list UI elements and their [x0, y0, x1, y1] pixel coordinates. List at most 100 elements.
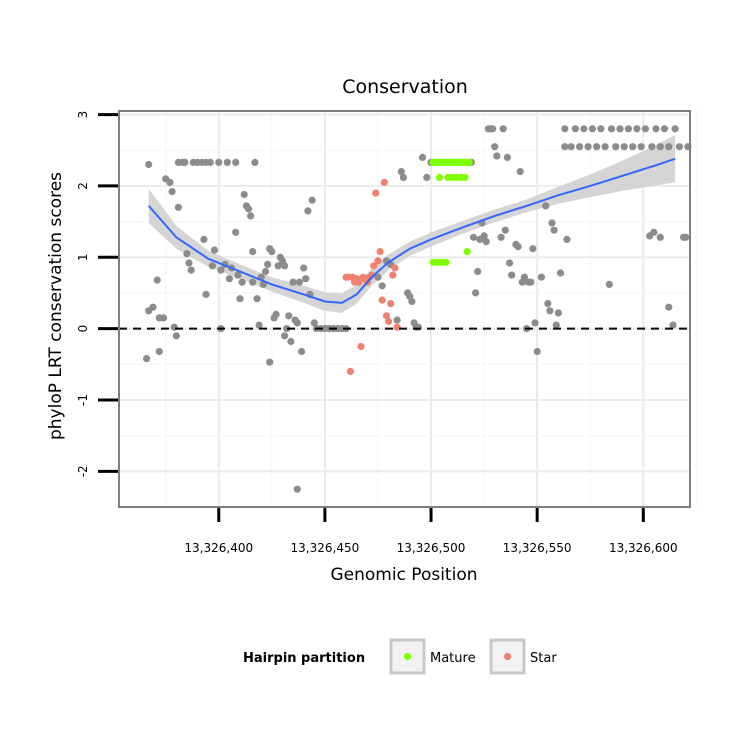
point-other	[155, 347, 163, 356]
point-other	[601, 143, 609, 151]
point-star	[391, 264, 399, 272]
point-other	[616, 125, 624, 133]
point-other	[215, 158, 223, 166]
point-other	[298, 347, 306, 356]
point-other	[624, 125, 633, 133]
y-tick-label: 1	[76, 253, 90, 261]
point-other	[531, 319, 539, 327]
point-other	[682, 233, 690, 241]
point-other	[289, 278, 297, 286]
point-star	[370, 262, 378, 270]
point-other	[374, 273, 382, 281]
point-star	[378, 296, 386, 304]
point-other	[300, 264, 308, 272]
point-other	[249, 278, 257, 286]
legend-label-mature: Mature	[430, 651, 476, 666]
point-other	[172, 332, 180, 340]
point-other	[480, 232, 488, 240]
point-star	[387, 300, 395, 308]
smooth-line-layer	[147, 157, 676, 304]
point-other	[310, 319, 318, 327]
point-other	[166, 178, 174, 186]
y-tick-label: -1	[76, 394, 90, 406]
point-other	[408, 297, 416, 306]
point-other	[202, 290, 210, 298]
point-other	[293, 485, 301, 493]
point-other	[187, 266, 195, 274]
point-other	[264, 260, 272, 268]
point-other	[223, 158, 231, 166]
point-other	[295, 278, 303, 286]
point-other	[474, 267, 482, 276]
point-other	[293, 319, 301, 327]
legend-item-mature: Mature	[389, 638, 476, 675]
point-star	[389, 271, 397, 279]
legend-title: Hairpin partition	[243, 651, 365, 666]
point-star	[380, 178, 388, 186]
point-other	[561, 143, 569, 151]
point-other	[567, 143, 575, 151]
point-other	[287, 337, 295, 346]
point-other	[561, 125, 569, 133]
point-other	[244, 205, 253, 213]
point-other	[542, 202, 550, 210]
point-other	[675, 143, 684, 151]
point-other	[160, 314, 168, 322]
point-other	[153, 276, 161, 284]
legend-item-star: Star	[489, 638, 557, 675]
point-other	[206, 158, 214, 166]
point-other	[261, 267, 270, 276]
point-other	[503, 153, 511, 161]
point-other	[469, 233, 478, 241]
point-other	[537, 273, 546, 281]
point-other	[472, 289, 480, 297]
point-other	[238, 278, 246, 286]
point-other	[563, 235, 571, 243]
point-other	[251, 158, 259, 166]
point-other	[185, 259, 193, 267]
point-other	[489, 125, 497, 133]
point-other	[580, 125, 588, 133]
point-other	[285, 312, 293, 320]
point-other	[571, 125, 580, 133]
point-other	[550, 226, 558, 234]
point-other	[217, 266, 225, 274]
point-other	[597, 125, 605, 133]
point-other	[554, 309, 563, 317]
point-other	[656, 143, 664, 151]
x-axis-title: Genomic Position	[330, 565, 477, 585]
point-mature	[461, 173, 469, 181]
point-other	[607, 125, 616, 133]
point-other	[266, 358, 274, 366]
point-other	[240, 190, 248, 199]
point-other	[641, 125, 650, 133]
point-other	[529, 245, 537, 253]
point-other	[272, 310, 280, 318]
point-other	[656, 233, 664, 241]
point-other	[544, 300, 552, 308]
point-other	[200, 235, 208, 243]
point-other	[620, 143, 628, 151]
point-other	[520, 273, 529, 281]
point-other	[633, 125, 641, 133]
point-other	[556, 269, 565, 277]
point-other	[232, 158, 240, 166]
point-star	[382, 312, 391, 320]
point-other	[236, 295, 244, 303]
point-other	[493, 152, 501, 160]
point-other	[210, 246, 219, 254]
point-other	[378, 282, 386, 290]
plot-panel-border	[118, 110, 691, 508]
legend-dot-mature	[403, 652, 412, 661]
point-mature	[442, 258, 450, 266]
point-other	[145, 160, 153, 169]
point-other	[652, 125, 660, 133]
legend-label-star: Star	[530, 651, 557, 666]
point-other	[302, 275, 310, 283]
plot-panel-group	[118, 110, 697, 508]
point-mature	[435, 173, 444, 181]
point-other	[501, 226, 509, 234]
point-other	[588, 125, 597, 133]
point-star	[376, 248, 384, 256]
